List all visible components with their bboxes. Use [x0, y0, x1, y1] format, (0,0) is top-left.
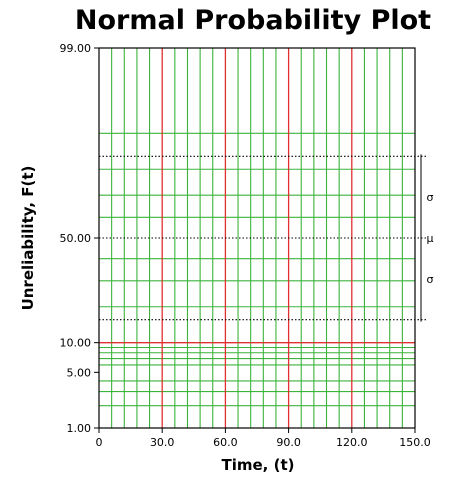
mu-label: μ	[427, 232, 434, 245]
reference-lines: σ μ σ	[99, 154, 434, 322]
sigma-label: σ	[427, 273, 434, 286]
y-tick-label: 10.00	[60, 337, 92, 350]
chart-title: Normal Probability Plot	[75, 5, 431, 36]
axis-ticks: 0 30.0 60.0 90.0 120.0 150.0 1.00 5.00 10.00 50.0…	[60, 42, 431, 449]
y-tick-label: 99.00	[60, 42, 92, 55]
x-tick-label: 150.0	[399, 436, 431, 449]
x-tick-label: 0	[96, 436, 103, 449]
x-tick-label: 90.0	[276, 436, 301, 449]
y-axis-title: Unreliability, F(t)	[19, 166, 37, 311]
y-tick-label: 50.00	[60, 232, 92, 245]
x-tick-label: 120.0	[336, 436, 368, 449]
x-tick-label: 30.0	[150, 436, 175, 449]
y-tick-label: 5.00	[67, 366, 92, 379]
x-tick-label: 60.0	[213, 436, 238, 449]
sigma-label: σ	[427, 191, 434, 204]
x-axis-title: Time, (t)	[222, 456, 295, 474]
y-tick-label: 1.00	[67, 422, 92, 435]
